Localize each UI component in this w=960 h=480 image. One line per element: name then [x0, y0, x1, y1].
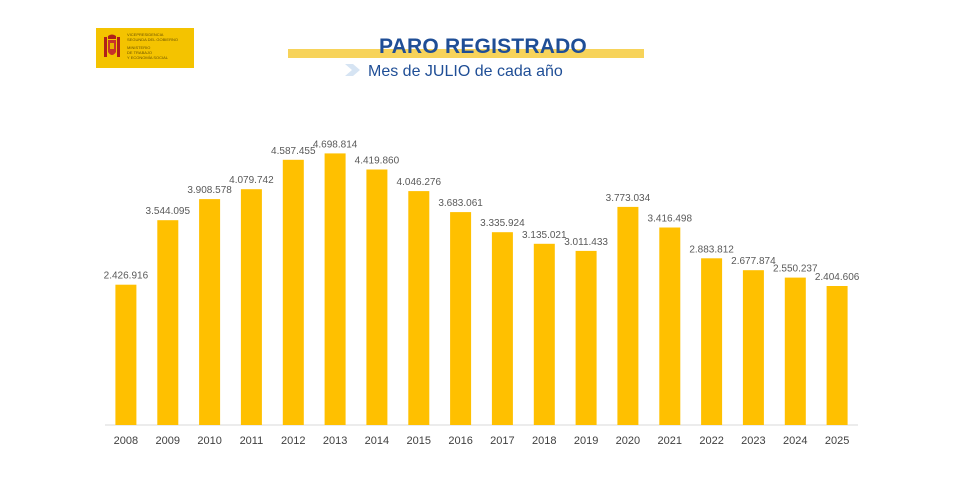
bar-2022	[701, 258, 723, 425]
page-subtitle: Mes de JULIO de cada año	[368, 63, 563, 80]
data-label-2017: 3.335.924	[480, 218, 525, 229]
bar-2012	[282, 159, 304, 426]
x-tick-label-2013: 2013	[323, 435, 347, 447]
bar-2017	[491, 232, 513, 425]
x-tick-label-2015: 2015	[407, 435, 431, 447]
bar-2023	[742, 270, 764, 425]
x-tick-label-2024: 2024	[783, 435, 807, 447]
bar-2025	[826, 286, 848, 425]
bar-2010	[199, 199, 221, 425]
data-label-2024: 2.550.237	[773, 264, 818, 275]
bar-2009	[157, 220, 179, 425]
data-label-2008: 2.426.916	[104, 271, 149, 282]
x-tick-label-2017: 2017	[490, 435, 514, 447]
x-tick-label-2011: 2011	[240, 435, 264, 447]
data-label-2013: 4.698.814	[313, 139, 358, 150]
x-tick-label-2008: 2008	[114, 435, 138, 447]
x-tick-label-2021: 2021	[658, 435, 682, 447]
x-tick-label-2018: 2018	[532, 435, 556, 447]
data-label-2009: 3.544.095	[146, 206, 191, 217]
bar-2018	[533, 243, 555, 425]
logo-line: Vicepresidencia	[127, 32, 164, 37]
bar-2008	[115, 284, 137, 425]
bar-2024	[784, 277, 806, 425]
data-label-2023: 2.677.874	[731, 256, 776, 267]
logo-line: de Trabajo	[127, 50, 153, 55]
x-tick-label-2019: 2019	[574, 435, 598, 447]
data-label-2015: 4.046.276	[397, 177, 442, 188]
data-label-2016: 3.683.061	[438, 198, 483, 209]
x-tick-label-2010: 2010	[197, 435, 221, 447]
data-label-2022: 2.883.812	[689, 244, 734, 255]
x-tick-label-2014: 2014	[365, 435, 389, 447]
government-logo: Vicepresidencia Segunda del Gobierno Min…	[96, 28, 194, 68]
logo-text: Vicepresidencia Segunda del Gobierno Min…	[127, 32, 191, 60]
chevron-right-icon	[345, 64, 360, 76]
data-label-2010: 3.908.578	[187, 185, 232, 196]
logo-line: Segunda del Gobierno	[127, 37, 178, 42]
data-label-2012: 4.587.455	[271, 146, 316, 157]
logo-line: Ministerio	[127, 45, 151, 50]
x-tick-label-2012: 2012	[281, 435, 305, 447]
logo-line: y Economía Social	[127, 55, 169, 60]
bar-2021	[659, 227, 681, 425]
bar-2014	[366, 169, 388, 425]
bar-2020	[617, 206, 639, 425]
data-label-2014: 4.419.860	[355, 156, 400, 167]
page-title: PARO REGISTRADO	[379, 35, 587, 58]
data-label-2020: 3.773.034	[606, 193, 651, 204]
data-label-2011: 4.079.742	[229, 175, 274, 186]
data-label-2018: 3.135.021	[522, 230, 567, 241]
x-tick-label-2025: 2025	[825, 435, 849, 447]
x-tick-label-2009: 2009	[156, 435, 180, 447]
x-tick-label-2022: 2022	[699, 435, 723, 447]
x-tick-label-2023: 2023	[741, 435, 765, 447]
bar-2019	[575, 250, 597, 425]
data-label-2021: 3.416.498	[648, 214, 693, 225]
data-label-2019: 3.011.433	[564, 237, 608, 248]
x-tick-label-2020: 2020	[616, 435, 640, 447]
x-tick-label-2016: 2016	[448, 435, 472, 447]
bar-2013	[324, 153, 346, 425]
bar-2015	[408, 191, 430, 425]
title-highlight-band	[288, 49, 644, 58]
data-label-2025: 2.404.606	[815, 272, 860, 283]
bar-2011	[240, 189, 262, 425]
bar-2016	[450, 212, 472, 425]
coat-of-arms-icon	[104, 34, 120, 57]
